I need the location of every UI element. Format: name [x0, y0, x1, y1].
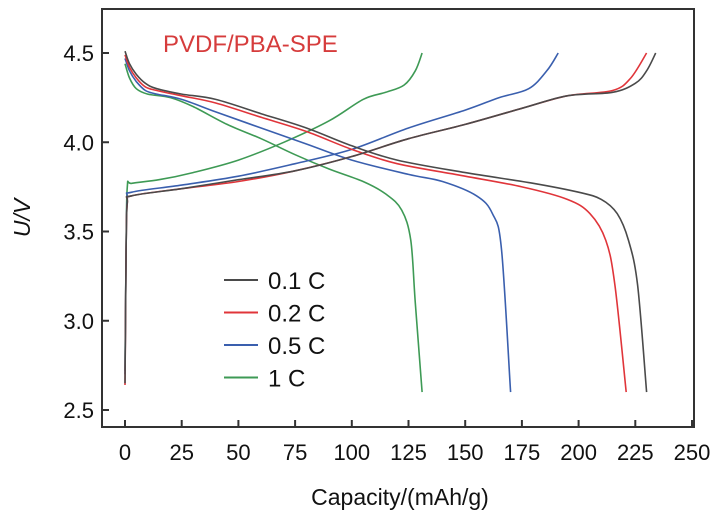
discharge-curve-0p1c: [124, 50, 648, 393]
y-tick-label: 3.5: [63, 220, 94, 245]
y-tick-label: 2.5: [63, 398, 94, 423]
x-tick-label: 25: [169, 440, 193, 465]
legend-label-0p5c: 0.5 C: [268, 333, 325, 360]
legend-label-0p2c: 0.2 C: [268, 301, 325, 328]
x-tick-label: 250: [674, 440, 711, 465]
charge-curve-0p1c: [124, 52, 657, 384]
y-tick-label: 4.5: [63, 41, 94, 66]
annotation-pvdf-pba-spe: PVDF/PBA-SPE: [163, 31, 338, 58]
x-tick-label: 150: [447, 440, 484, 465]
charge-curve-1c: [124, 52, 423, 371]
legend: 0.1 C 0.2 C 0.5 C 1 C: [224, 268, 325, 393]
legend-label-1c: 1 C: [268, 366, 305, 393]
plot-frame: [101, 8, 695, 428]
x-tick-label: 225: [617, 440, 654, 465]
x-tick-label: 75: [283, 440, 307, 465]
y-axis: 2.5 3.0 3.5 4.0 4.5: [63, 41, 109, 423]
discharge-curve-0p2c: [124, 54, 627, 393]
y-tick-label: 3.0: [63, 309, 94, 334]
x-tick-label: 50: [226, 440, 250, 465]
x-tick-label: 200: [560, 440, 597, 465]
x-tick-label: 125: [390, 440, 427, 465]
x-axis: 0 25 50 75 100 125 150 175 200 225 250: [119, 420, 710, 465]
x-tick-label: 100: [333, 440, 370, 465]
discharge-curve-0p5c: [124, 58, 512, 393]
y-axis-title: U/V: [9, 196, 35, 237]
y-tick-label: 4.0: [63, 130, 94, 155]
x-axis-title: Capacity/(mAh/g): [311, 484, 489, 510]
curves: [124, 50, 657, 393]
legend-label-0p1c: 0.1 C: [268, 268, 325, 295]
discharge-curve-1c: [124, 63, 423, 393]
x-tick-label: 0: [119, 440, 131, 465]
x-tick-label: 175: [504, 440, 541, 465]
